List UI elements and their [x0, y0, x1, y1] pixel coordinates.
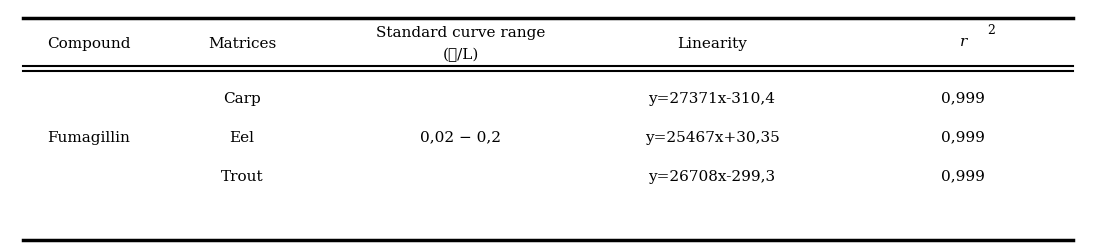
Text: y=27371x-310,4: y=27371x-310,4 [649, 92, 776, 106]
Text: Linearity: Linearity [677, 37, 746, 51]
Text: Matrices: Matrices [208, 37, 276, 51]
Text: Fumagillin: Fumagillin [47, 131, 130, 145]
Text: Trout: Trout [220, 169, 263, 184]
Text: Standard curve range: Standard curve range [376, 26, 545, 40]
Text: 0,999: 0,999 [941, 131, 985, 145]
Text: Carp: Carp [222, 92, 261, 106]
Text: Compound: Compound [47, 37, 130, 51]
Text: 0,999: 0,999 [941, 169, 985, 184]
Text: r: r [960, 34, 967, 48]
Text: Eel: Eel [229, 131, 254, 145]
Text: 0,999: 0,999 [941, 92, 985, 106]
Text: y=26708x-299,3: y=26708x-299,3 [649, 169, 776, 184]
Text: 0,02 − 0,2: 0,02 − 0,2 [420, 131, 501, 145]
Text: y=25467x+30,35: y=25467x+30,35 [644, 131, 779, 145]
Text: 2: 2 [986, 24, 995, 37]
Text: (㏑/L): (㏑/L) [443, 48, 479, 62]
